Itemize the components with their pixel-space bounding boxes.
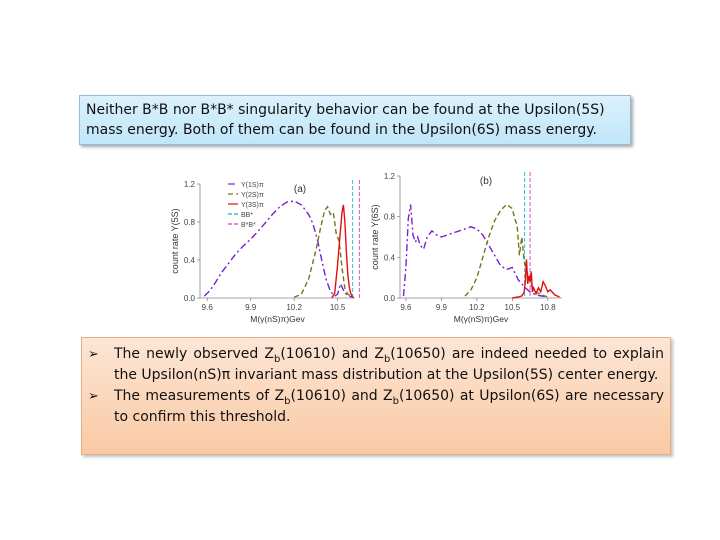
panel-label: (a) xyxy=(294,184,306,195)
x-tick-label: 9.6 xyxy=(400,303,412,312)
y-tick-label: 0.4 xyxy=(184,256,196,265)
x-tick-label: 9.9 xyxy=(436,303,448,312)
summary-box: Neither B*B nor B*B* singularity behavio… xyxy=(79,95,631,145)
arrow-bullet-icon: ➢ xyxy=(88,389,99,404)
chart-panel-b: 0.0 0.4 0.8 1.2 9.6 9.9 10.2 10.5 10.8 M(γ(nS)π)G… xyxy=(370,172,562,324)
summary-line-1: Neither B*B nor B*B* singularity behavio… xyxy=(86,102,605,118)
series-line xyxy=(203,200,353,298)
y-axis-label: count rate Y(6S) xyxy=(370,204,380,269)
x-tick-label: 10.8 xyxy=(540,303,556,312)
series-line xyxy=(512,259,560,299)
legend-label: BB* xyxy=(241,212,253,219)
chart-panel-a: 0.0 0.4 0.8 1.2 9.6 9.9 10.2 10.5 M(γ(nS)π)Gev co… xyxy=(170,180,360,324)
x-tick-label: 9.9 xyxy=(245,303,257,312)
panel-label: (b) xyxy=(480,176,492,187)
x-tick-label: 10.5 xyxy=(505,303,521,312)
bullet-item: ➢ The newly observed Zb(10610) and Zb(10… xyxy=(88,344,664,386)
y-tick-label: 0.4 xyxy=(384,253,396,262)
y-tick-label: 1.2 xyxy=(384,172,396,181)
arrow-bullet-icon: ➢ xyxy=(88,347,99,362)
bullet-item: ➢ The measurements of Zb(10610) and Zb(1… xyxy=(88,386,664,428)
x-tick-label: 10.2 xyxy=(469,303,485,312)
y-tick-label: 0.0 xyxy=(184,294,196,303)
series-line xyxy=(293,205,353,298)
y-axis-label: count rate Y(5S) xyxy=(170,208,180,273)
legend-label: Y(1S)π xyxy=(241,182,264,189)
y-tick-label: 0.0 xyxy=(384,294,396,303)
series-line xyxy=(402,204,548,298)
legend-label: Y(3S)π xyxy=(241,202,264,209)
x-tick-label: 10.2 xyxy=(286,303,302,312)
x-axis-label: M(γ(nS)π)Gev xyxy=(250,314,305,324)
bullet-text: The measurements of Zb(10610) and Zb(106… xyxy=(114,388,664,425)
y-tick-label: 0.8 xyxy=(184,218,196,227)
x-tick-label: 10.5 xyxy=(330,303,346,312)
y-tick-label: 0.8 xyxy=(384,213,396,222)
series-line xyxy=(331,204,355,299)
legend-label: B*B* xyxy=(241,222,256,229)
legend-label: Y(2S)π xyxy=(241,192,264,199)
series-line xyxy=(464,203,549,298)
y-tick-label: 1.2 xyxy=(184,180,196,189)
x-tick-label: 9.6 xyxy=(202,303,214,312)
summary-line-2: mass energy. Both of them can be found i… xyxy=(86,122,597,138)
x-axis-label: M(γ(nS)π)Gev xyxy=(454,314,509,324)
conclusions-box: ➢ The newly observed Zb(10610) and Zb(10… xyxy=(81,337,671,455)
bullet-text: The newly observed Zb(10610) and Zb(1065… xyxy=(114,346,664,383)
